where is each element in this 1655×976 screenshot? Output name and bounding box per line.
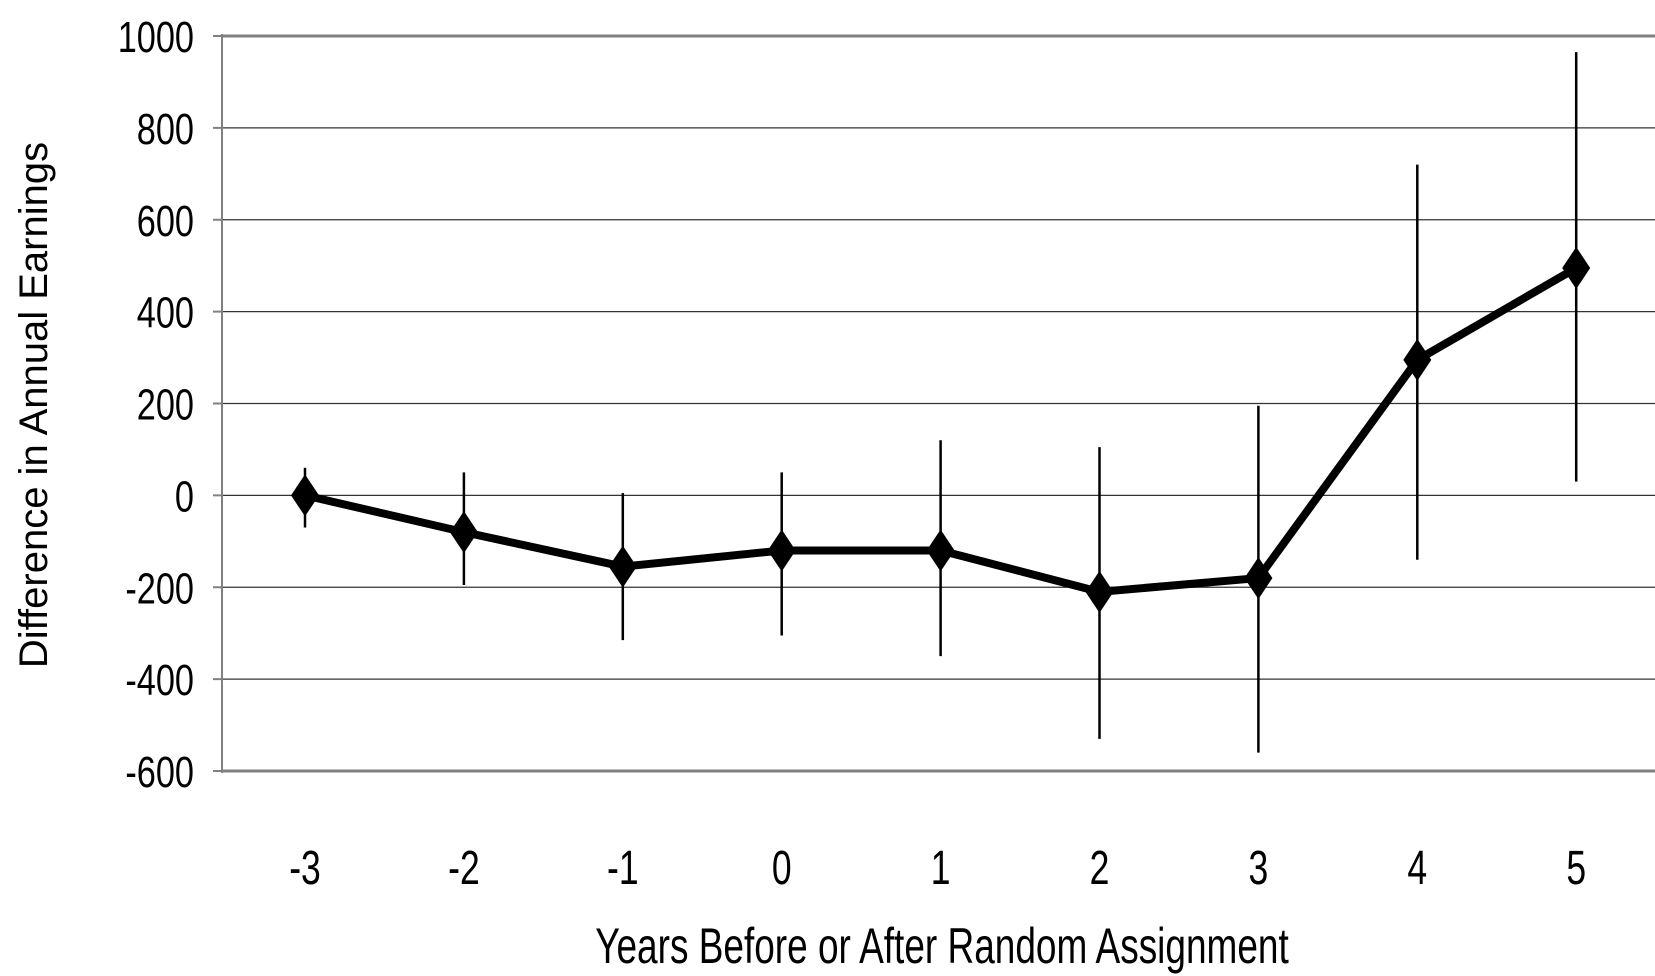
x-tick-label: 2 xyxy=(1090,841,1110,894)
diamond-marker xyxy=(1244,557,1273,600)
x-tick-label: -3 xyxy=(289,841,321,894)
y-axis-title: Difference in Annual Earnings xyxy=(12,142,56,668)
y-tick-labels: 1000 800 600 400 200 0 -200 -400 -600 xyxy=(118,13,194,797)
diamond-marker xyxy=(608,545,637,588)
y-tick-label: 200 xyxy=(137,380,194,429)
diamond-marker xyxy=(1403,338,1432,381)
y-tick-label: 600 xyxy=(137,197,194,246)
data-markers xyxy=(291,246,1591,613)
diamond-marker xyxy=(1085,570,1114,613)
diamond-marker xyxy=(291,474,319,517)
x-tick-label: 5 xyxy=(1566,841,1586,894)
diamond-marker xyxy=(926,529,955,572)
y-tick-label: 1000 xyxy=(118,13,194,62)
diamond-marker xyxy=(1562,246,1591,289)
y-tick-label: 0 xyxy=(175,472,194,521)
x-axis-title: Years Before or After Random Assignment xyxy=(595,919,1289,975)
diamond-marker xyxy=(767,529,796,572)
x-tick-label: 0 xyxy=(772,841,792,894)
x-tick-label: 4 xyxy=(1407,841,1427,894)
x-tick-label: 3 xyxy=(1249,841,1269,894)
y-tick-label: 400 xyxy=(137,289,194,338)
x-tick-labels: -3 -2 -1 0 1 2 3 4 5 xyxy=(289,841,1586,894)
axes xyxy=(213,34,1655,773)
y-tick-label: -400 xyxy=(125,656,194,705)
y-tick-label: -200 xyxy=(125,564,194,613)
x-tick-label: 1 xyxy=(931,841,951,894)
x-tick-label: -1 xyxy=(607,841,639,894)
diamond-marker xyxy=(449,511,478,554)
y-tick-label: -600 xyxy=(125,748,194,797)
y-tick-label: 800 xyxy=(137,105,194,154)
x-tick-label: -2 xyxy=(448,841,480,894)
gridlines xyxy=(222,127,1655,680)
